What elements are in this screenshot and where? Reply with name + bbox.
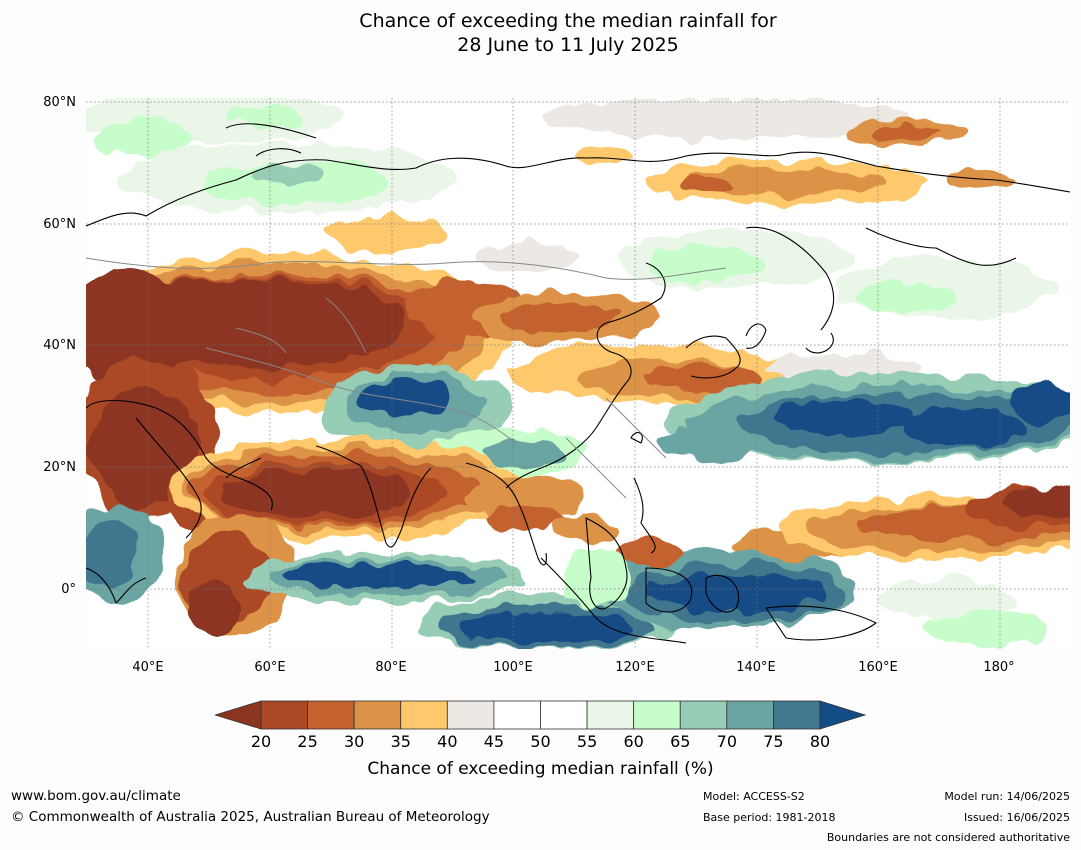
colorbar-tick-label: 25	[297, 732, 318, 751]
colorbar-tick-label: 20	[250, 732, 272, 751]
longitude-label-80e: 80°E	[375, 660, 407, 675]
colorbar-segment	[633, 700, 681, 730]
issued-date: Issued: 16/06/2025	[963, 811, 1070, 824]
coastlines	[86, 123, 1070, 644]
colorbar-tick-label: 70	[716, 732, 738, 751]
colorbar-label: Chance of exceeding median rainfall (%)	[367, 759, 714, 779]
rainfall-probability-map	[86, 98, 1070, 649]
model-name: Model: ACCESS-S2	[703, 790, 805, 803]
colorbar-segment	[726, 700, 774, 730]
colorbar-tick-label: 55	[576, 732, 598, 751]
website-link[interactable]: www.bom.gov.au/climate	[11, 788, 181, 804]
colorbar-tick-label: 35	[390, 732, 411, 751]
copyright-text: © Commonwealth of Australia 2025, Austra…	[11, 809, 490, 825]
colorbar-tick-label: 30	[343, 732, 365, 751]
map-title-line-2: 28 June to 11 July 2025	[457, 34, 679, 56]
country-boundaries	[86, 257, 727, 499]
map-title-line-1: Chance of exceeding the median rainfall …	[359, 10, 777, 32]
latitude-label-40n: 40°N	[43, 338, 76, 353]
latitude-label-20n: 20°N	[43, 460, 76, 475]
longitude-label-40e: 40°E	[132, 660, 164, 675]
longitude-label-100e: 100°E	[493, 660, 533, 675]
longitude-label-140e: 140°E	[736, 660, 776, 675]
colorbar-segment	[307, 700, 355, 730]
colorbar-segment	[353, 700, 402, 730]
colorbar-segments	[260, 700, 821, 730]
probability-fields	[86, 98, 1070, 649]
colorbar-tick-label: 80	[809, 732, 831, 751]
longitude-label-160e: 160°E	[858, 660, 898, 675]
colorbar	[215, 700, 867, 730]
colorbar-segment	[493, 700, 541, 730]
latitude-label-60n: 60°N	[43, 217, 76, 232]
colorbar-under-arrow	[215, 700, 262, 730]
map-canvas	[86, 98, 1070, 649]
colorbar-tick-label: 50	[530, 732, 551, 751]
colorbar-segment	[773, 700, 821, 730]
colorbar-segment	[400, 700, 448, 730]
colorbar-tick-label: 45	[483, 732, 505, 751]
colorbar-tick-label: 75	[763, 732, 784, 751]
colorbar-over-arrow	[819, 700, 867, 730]
latitude-label-0: 0°	[61, 582, 76, 597]
colorbar-tick-label: 40	[437, 732, 458, 751]
graticule-lines	[86, 98, 1070, 649]
longitude-label-60e: 60°E	[254, 660, 286, 675]
latitude-label-80n: 80°N	[43, 95, 76, 110]
colorbar-tick-label: 60	[623, 732, 644, 751]
longitude-label-180: 180°	[983, 660, 1015, 675]
colorbar-segment	[260, 700, 308, 730]
colorbar-segment	[679, 700, 728, 730]
colorbar-segment	[446, 700, 495, 730]
base-period: Base period: 1981-2018	[703, 811, 836, 824]
colorbar-tick-label: 65	[670, 732, 691, 751]
model-run-date: Model run: 14/06/2025	[944, 790, 1070, 803]
colorbar-segment	[586, 700, 635, 730]
longitude-label-120e: 120°E	[615, 660, 655, 675]
boundaries-disclaimer: Boundaries are not considered authoritat…	[826, 831, 1070, 844]
colorbar-segment	[540, 700, 588, 730]
